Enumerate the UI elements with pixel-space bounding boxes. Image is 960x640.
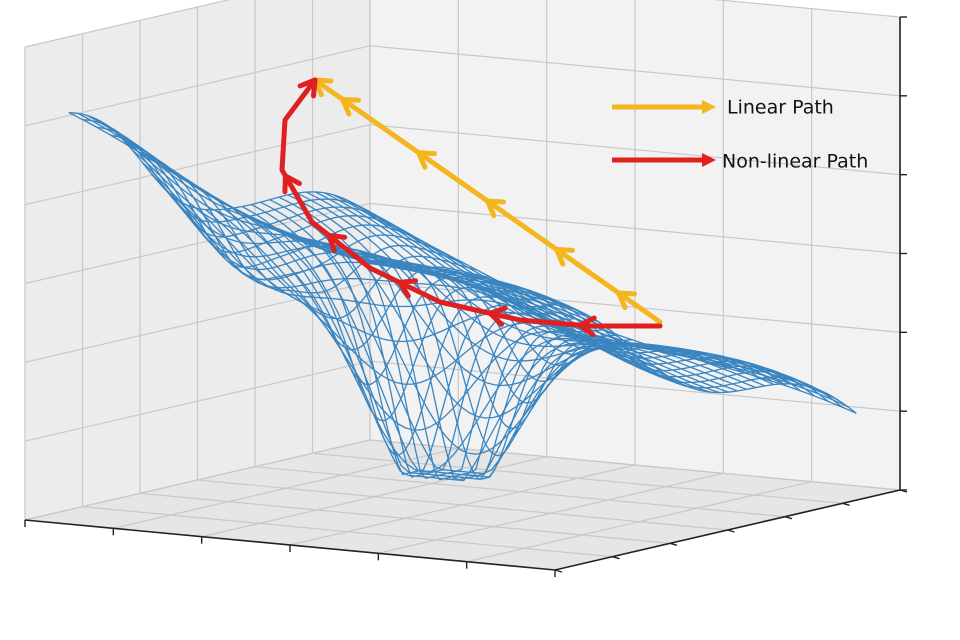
legend: Linear Path Non-linear Path <box>612 97 868 173</box>
nonlinear-path-arrow <box>282 173 302 195</box>
mesh-line <box>68 112 547 306</box>
legend-arrow-linear <box>702 100 716 114</box>
linear-path-arrow <box>416 150 437 170</box>
axis-tick <box>612 555 620 560</box>
linear-path-arrow <box>340 96 362 117</box>
grid-line <box>24 45 371 127</box>
linear-path-arrow <box>485 198 506 219</box>
nonlinear-path-arrow <box>297 77 318 99</box>
nonlinear-path-arrow <box>326 232 348 253</box>
axis-tick <box>727 529 735 533</box>
axis-tick <box>669 542 678 547</box>
mesh-line <box>475 277 787 387</box>
mesh-line <box>77 112 556 306</box>
legend-label: Non-linear Path <box>722 151 868 173</box>
axis-tick <box>554 569 563 573</box>
linear-path-arrow <box>554 246 575 267</box>
mesh-line <box>251 203 729 478</box>
paths <box>279 77 663 338</box>
mesh-line <box>545 303 857 414</box>
mesh-line <box>517 291 829 402</box>
mesh-line <box>177 199 656 368</box>
axis-tick <box>784 515 793 520</box>
grid-line <box>24 0 231 48</box>
nonlinear-path <box>279 77 663 329</box>
linear-path-arrow <box>616 290 638 311</box>
nonlinear-path-arrow <box>577 315 597 338</box>
wireframe-surface <box>68 111 857 482</box>
nonlinear-path-arrow <box>487 305 508 327</box>
axis-tick <box>842 502 850 507</box>
grid-line <box>369 45 901 97</box>
mesh-line <box>419 264 731 370</box>
nonlinear-path-arrow <box>397 278 419 299</box>
legend-label: Linear Path <box>727 97 834 119</box>
legend-arrow-nonlinear <box>702 153 716 167</box>
grid-line <box>713 0 901 18</box>
grid-line <box>466 481 812 563</box>
